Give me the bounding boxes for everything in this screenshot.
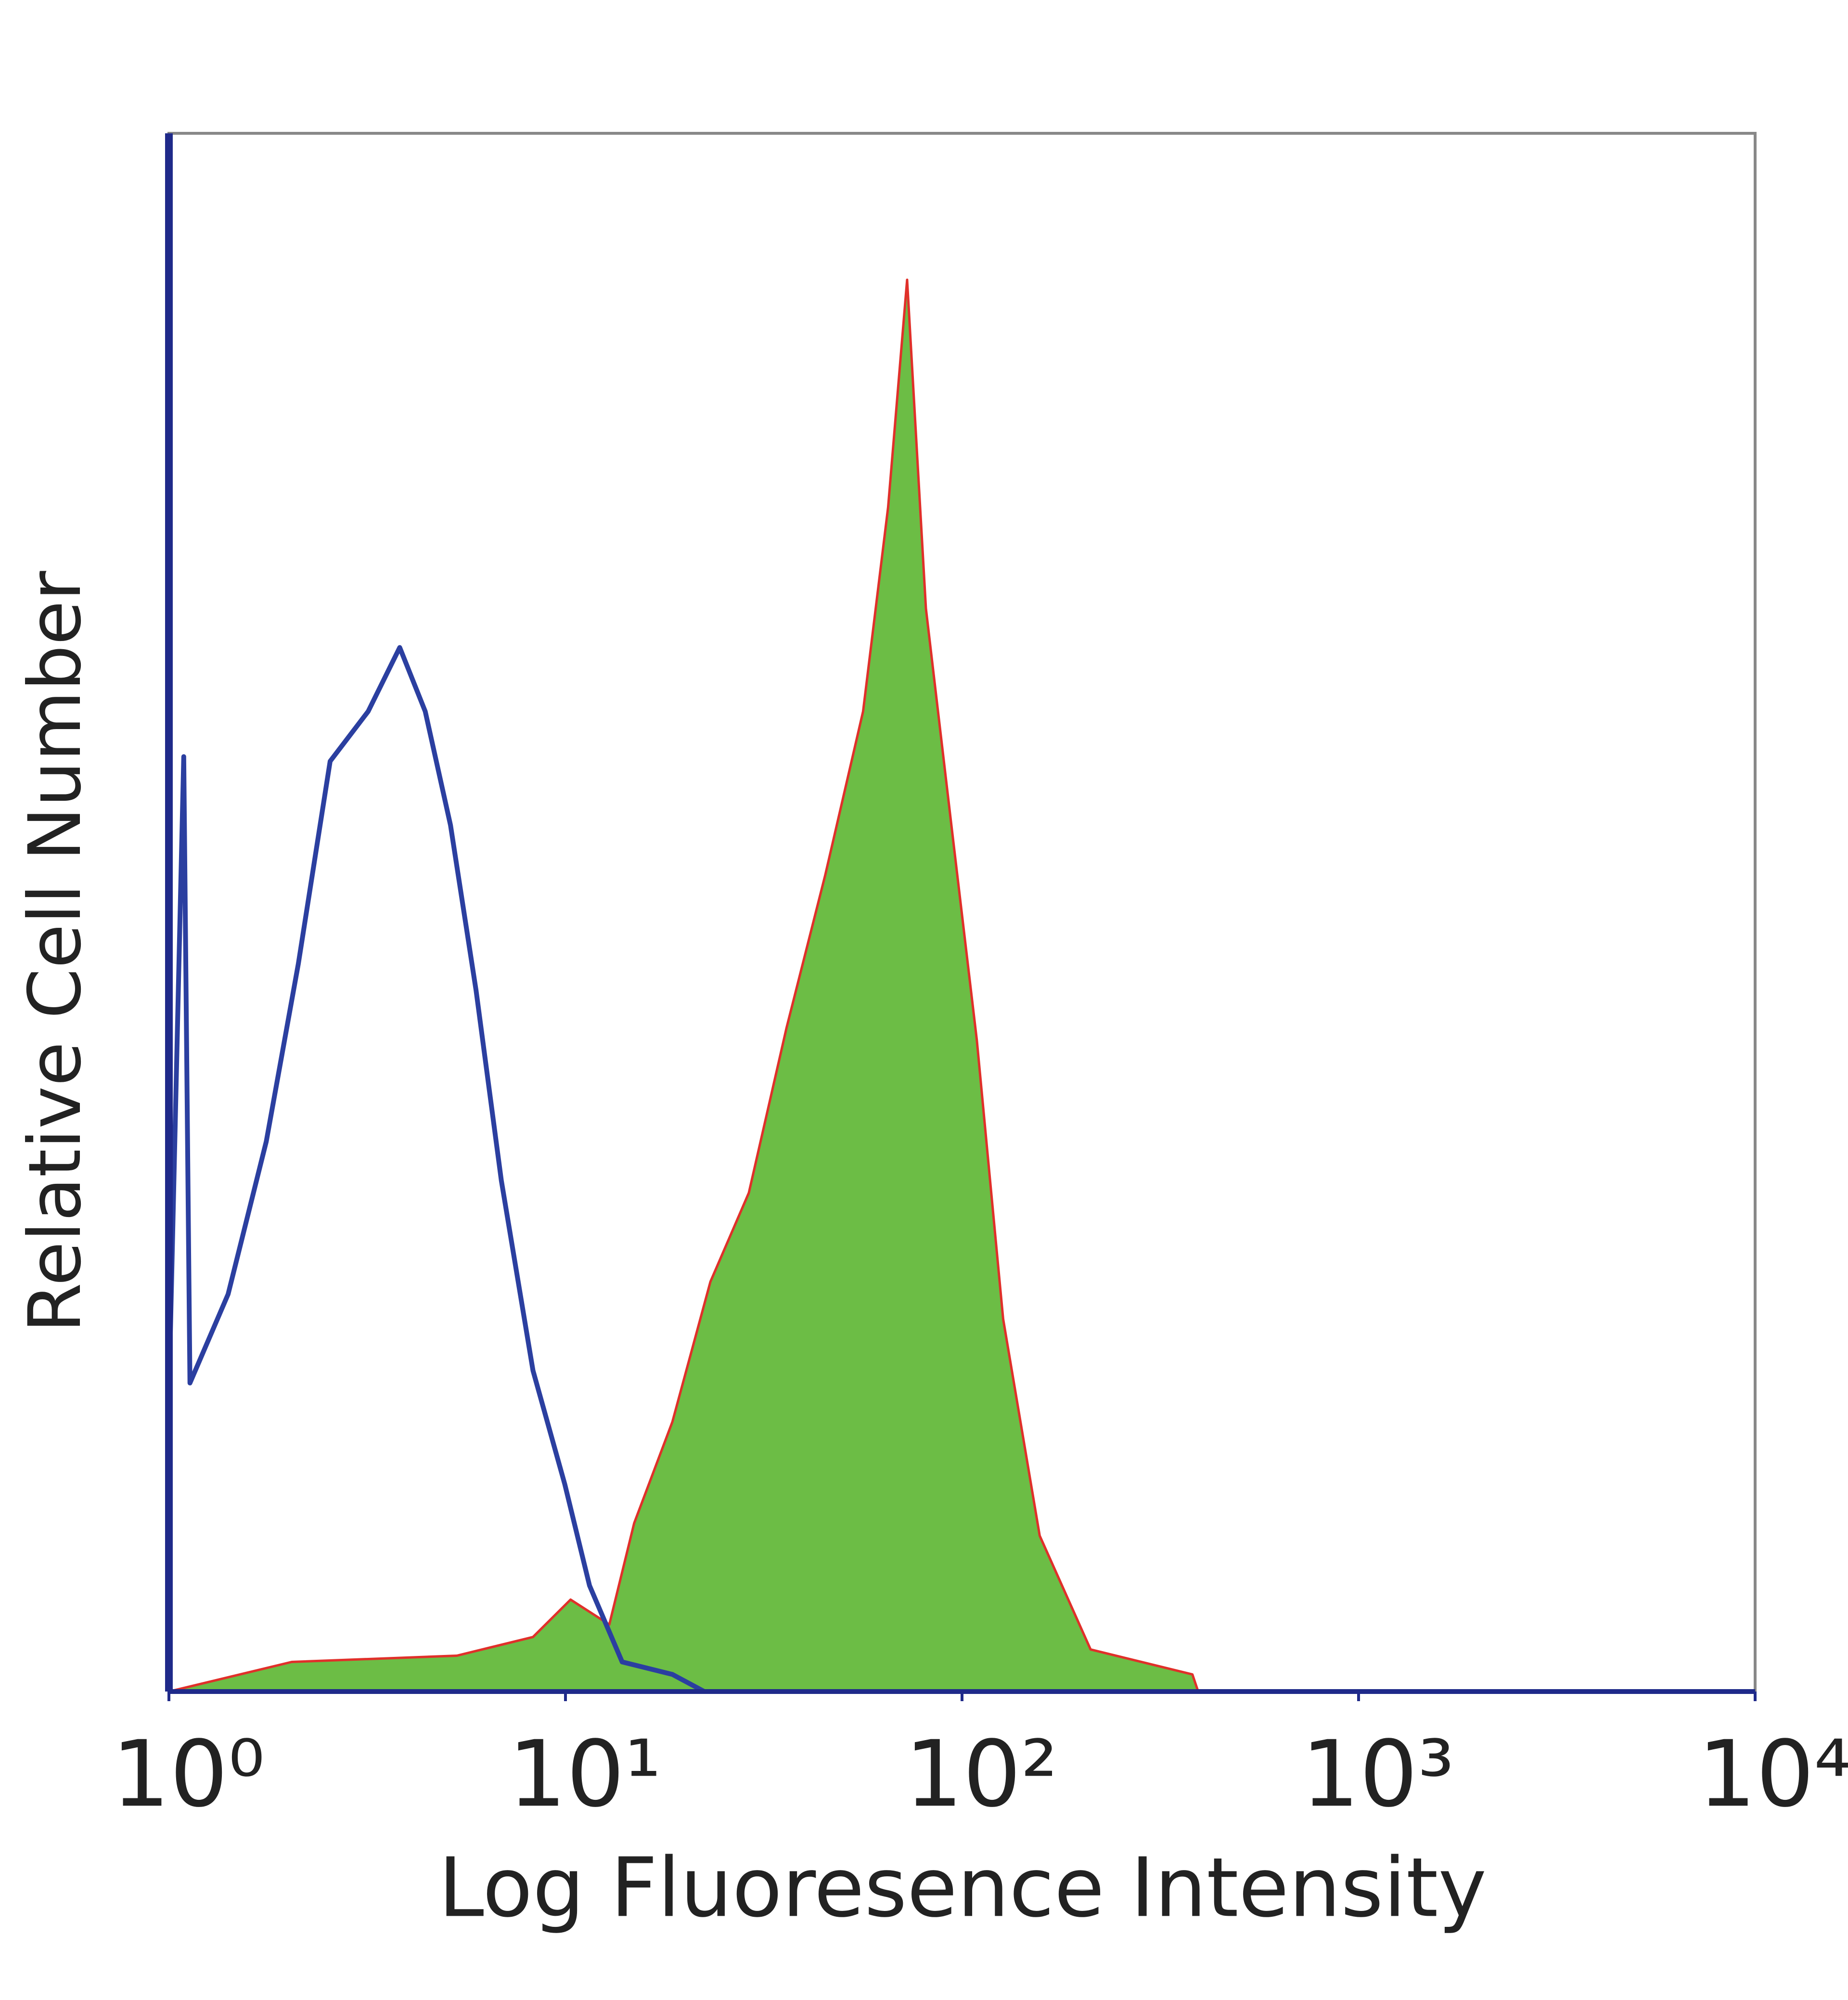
histogram-outline	[167, 645, 706, 1694]
histogram-area	[167, 278, 1200, 1693]
x-tick-label: 10³	[1301, 1721, 1454, 1827]
x-tick-label: 10¹	[508, 1721, 661, 1827]
x-axis-title: Log Fluoresence Intensity	[438, 1840, 1487, 1936]
y-axis-title: Relative Cell Number	[13, 571, 97, 1333]
x-tick-label: 10⁰	[112, 1721, 265, 1827]
x-tick-label: 10⁴	[1698, 1721, 1848, 1827]
x-tick-label: 10²	[905, 1721, 1058, 1827]
